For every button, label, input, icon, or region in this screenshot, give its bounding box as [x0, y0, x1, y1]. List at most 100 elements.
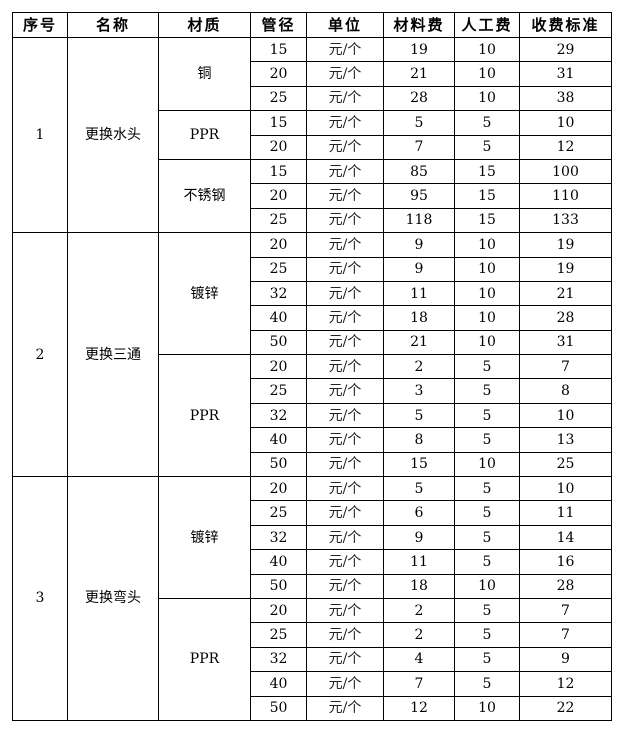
- table-row: 25 元/个 28 10 38: [13, 85, 612, 112]
- unit-cell: 元/个: [306, 695, 384, 721]
- labor-cost-cell: 5: [454, 378, 520, 404]
- unit-cell: 元/个: [306, 256, 384, 282]
- diameter-cell: 25: [250, 500, 307, 526]
- total-cell: 7: [519, 597, 612, 624]
- labor-cost-cell: 15: [454, 207, 520, 234]
- labor-cost-cell: 10: [454, 36, 520, 63]
- material-cost-cell: 5: [383, 402, 455, 429]
- diameter-cell: 50: [250, 451, 307, 478]
- diameter-cell: 20: [250, 597, 307, 624]
- table-row: 20 元/个 95 15 110: [13, 183, 612, 209]
- material-cost-cell: 11: [383, 280, 455, 307]
- material-cost-cell: 5: [383, 110, 455, 136]
- diameter-cell: 15: [250, 36, 307, 63]
- total-cell: 28: [519, 305, 612, 331]
- material-cost-cell: 11: [383, 549, 455, 575]
- material-cost-cell: 28: [383, 85, 455, 112]
- labor-cost-cell: 10: [454, 232, 520, 258]
- header-labor-cost: 人工费: [454, 12, 520, 38]
- material-cost-cell: 12: [383, 695, 455, 721]
- table-row: 25 元/个 9 10 19: [13, 256, 612, 282]
- material-cost-cell: 15: [383, 451, 455, 478]
- diameter-cell: 20: [250, 183, 307, 209]
- table-row: 3 更换弯头 镀锌 20 元/个 5 5 10: [12, 476, 612, 721]
- material-cost-cell: 8: [383, 427, 455, 453]
- unit-cell: 元/个: [306, 232, 384, 258]
- table-row: 50 元/个 18 10 28: [13, 573, 612, 599]
- table-row: 40 元/个 8 5 13: [13, 427, 612, 453]
- material-cost-cell: 6: [383, 500, 455, 526]
- material-cost-cell: 118: [383, 207, 455, 234]
- labor-cost-cell: 5: [454, 597, 520, 624]
- diameter-cell: 20: [250, 354, 307, 380]
- table-row: 2 更换三通 镀锌 20 元/个 9 10 19: [12, 232, 612, 478]
- item-name-cell: 更换水头: [67, 36, 159, 234]
- total-cell: 19: [519, 256, 612, 282]
- header-no: 序号: [12, 12, 68, 38]
- unit-cell: 元/个: [306, 476, 384, 502]
- labor-cost-cell: 15: [454, 158, 520, 185]
- table-body: 1 更换水头铜 15 元/个 19 10 29 20 元/个 21 10 31 25 元/个 28 10 38 P…: [12, 36, 612, 721]
- labor-cost-cell: 5: [454, 500, 520, 526]
- total-cell: 38: [519, 85, 612, 112]
- unit-cell: 元/个: [306, 158, 384, 185]
- diameter-cell: 50: [250, 573, 307, 599]
- unit-cell: 元/个: [306, 378, 384, 404]
- header-row: 序号 名称 材质 管径 单位 材料费 人工费 收费标准: [12, 12, 612, 38]
- material-cost-cell: 21: [383, 329, 455, 356]
- unit-cell: 元/个: [306, 183, 384, 209]
- labor-cost-cell: 10: [454, 85, 520, 112]
- labor-cost-cell: 10: [454, 256, 520, 282]
- total-cell: 13: [519, 427, 612, 453]
- unit-cell: 元/个: [306, 573, 384, 599]
- table-row: 不锈钢 15 元/个 85 15 100: [13, 158, 612, 234]
- unit-cell: 元/个: [306, 280, 384, 307]
- labor-cost-cell: 5: [454, 402, 520, 429]
- header-material: 材质: [158, 12, 251, 38]
- diameter-cell: 32: [250, 402, 307, 429]
- diameter-cell: 32: [250, 524, 307, 551]
- unit-cell: 元/个: [306, 671, 384, 697]
- header-diameter: 管径: [250, 12, 307, 38]
- labor-cost-cell: 10: [454, 451, 520, 478]
- labor-cost-cell: 15: [454, 183, 520, 209]
- header-name: 名称: [67, 12, 159, 38]
- diameter-cell: 15: [250, 110, 307, 136]
- diameter-cell: 25: [250, 622, 307, 648]
- material-cost-cell: 9: [383, 524, 455, 551]
- material-cost-cell: 2: [383, 354, 455, 380]
- unit-cell: 元/个: [306, 61, 384, 87]
- diameter-cell: 25: [250, 256, 307, 282]
- total-cell: 10: [519, 476, 612, 502]
- material-cost-cell: 4: [383, 646, 455, 673]
- table-row: 50 元/个 21 10 31: [13, 329, 612, 356]
- total-cell: 28: [519, 573, 612, 599]
- total-cell: 12: [519, 671, 612, 697]
- labor-cost-cell: 5: [454, 354, 520, 380]
- table-row: 40 元/个 7 5 12: [13, 671, 612, 697]
- table-row: 50 元/个 15 10 25: [13, 451, 612, 478]
- item-no-cell: 3: [12, 476, 68, 721]
- table-row: PPR 20 元/个 2 5 7: [13, 597, 612, 721]
- table-row: 20 元/个 21 10 31: [13, 61, 612, 87]
- diameter-cell: 20: [250, 232, 307, 258]
- header-material-cost: 材料费: [383, 12, 455, 38]
- unit-cell: 元/个: [306, 549, 384, 575]
- unit-cell: 元/个: [306, 207, 384, 234]
- unit-cell: 元/个: [306, 622, 384, 648]
- unit-cell: 元/个: [306, 329, 384, 356]
- total-cell: 31: [519, 61, 612, 87]
- header-total: 收费标准: [519, 12, 612, 38]
- unit-cell: 元/个: [306, 110, 384, 136]
- table-row: 32 元/个 4 5 9: [13, 646, 612, 673]
- total-cell: 100: [519, 158, 612, 185]
- item-name-cell: 更换三通: [67, 232, 159, 478]
- header-unit: 单位: [306, 12, 384, 38]
- material-cost-cell: 9: [383, 256, 455, 282]
- item-no-cell: 2: [12, 232, 68, 478]
- total-cell: 14: [519, 524, 612, 551]
- material-cost-cell: 18: [383, 573, 455, 599]
- material-cost-cell: 2: [383, 597, 455, 624]
- diameter-cell: 25: [250, 207, 307, 234]
- material-cost-cell: 3: [383, 378, 455, 404]
